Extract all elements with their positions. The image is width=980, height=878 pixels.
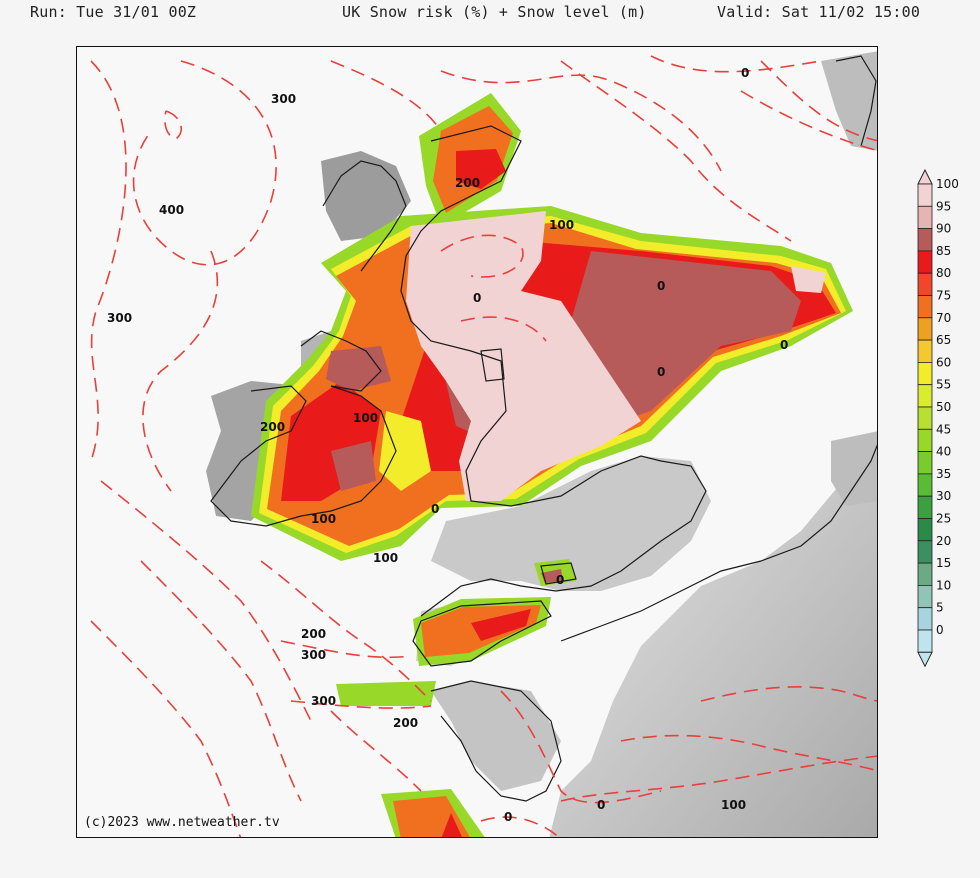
legend-swatch [917, 205, 933, 229]
legend-swatch [917, 451, 933, 475]
legend-swatch [917, 562, 933, 586]
legend-label: 35 [936, 467, 951, 481]
contour-label: 100 [549, 218, 574, 232]
contour-label: 0 [780, 338, 788, 352]
map-frame: 300 400 300 200 100 100 0 100 0 0 0 200 … [76, 46, 878, 838]
legend-swatch [917, 584, 933, 609]
legend-swatch [917, 361, 933, 386]
legend-swatch [917, 540, 933, 564]
legend-label: 30 [936, 489, 951, 503]
run-label: Run: Tue 31/01 00Z [30, 3, 197, 21]
legend-label: 20 [936, 534, 951, 548]
legend-label: 0 [936, 623, 944, 637]
contour-label: 0 [657, 365, 665, 379]
copyright-notice: (c)2023 www.netweather.tv [84, 815, 280, 830]
legend-swatch [917, 495, 933, 519]
contour-label: 0 [597, 798, 605, 812]
legend-label: 75 [936, 289, 951, 303]
legend-label: 45 [936, 422, 951, 436]
legend-label: 5 [936, 601, 944, 615]
legend-label: 95 [936, 199, 951, 213]
chart-title: UK Snow risk (%) + Snow level (m) [342, 3, 647, 21]
valid-time-label: Valid: Sat 11/02 15:00 [717, 3, 921, 21]
legend-label: 70 [936, 311, 951, 325]
contour-label: 400 [159, 203, 184, 217]
snow-risk-shading [251, 93, 853, 837]
legend-label: 15 [936, 556, 951, 570]
contour-label: 0 [556, 573, 564, 587]
contour-label: 0 [657, 279, 665, 293]
contour-label: 300 [271, 92, 296, 106]
contour-label: 0 [504, 810, 512, 824]
snow-level-contours [90, 55, 877, 837]
legend-swatch [917, 339, 933, 363]
contour-label: 300 [107, 311, 132, 325]
contour-label: 300 [311, 694, 336, 708]
contour-label: 200 [301, 627, 326, 641]
legend-label: 25 [936, 512, 951, 526]
contour-label: 300 [301, 648, 326, 662]
legend-swatch [917, 183, 933, 207]
legend-swatch [917, 406, 933, 430]
contour-label: 100 [373, 551, 398, 565]
snow-risk-legend: 1009590858075706560555045403530252015105… [917, 168, 959, 668]
contour-label: 100 [721, 798, 746, 812]
coastlines [210, 55, 877, 802]
legend-swatch [917, 518, 933, 542]
legend-swatch [917, 629, 933, 653]
legend-swatch [917, 607, 933, 631]
legend-swatch [917, 428, 933, 452]
legend-label: 60 [936, 355, 951, 369]
contour-label: 200 [455, 176, 480, 190]
legend-swatch [917, 272, 933, 296]
legend-swatch [917, 295, 933, 319]
legend-label: 50 [936, 400, 951, 414]
legend-arrow-top [917, 168, 933, 185]
legend-swatch [917, 317, 933, 341]
legend-swatch [917, 228, 933, 252]
legend-swatch [917, 384, 933, 408]
legend-label: 10 [936, 578, 951, 592]
legend-label: 40 [936, 445, 951, 459]
legend-label: 55 [936, 378, 951, 392]
contour-label: 100 [311, 512, 336, 526]
contour-labels: 300 400 300 200 100 100 0 100 0 0 0 200 … [107, 66, 788, 824]
contour-label: 100 [353, 411, 378, 425]
contour-label: 0 [473, 291, 481, 305]
contour-label: 0 [431, 502, 439, 516]
legend-arrow-bottom [917, 651, 933, 668]
legend-swatch [917, 250, 933, 274]
legend-label: 85 [936, 244, 951, 258]
legend-label: 100 [936, 177, 959, 191]
legend-label: 90 [936, 222, 951, 236]
contour-label: 200 [393, 716, 418, 730]
legend-label: 65 [936, 333, 951, 347]
contour-label: 200 [260, 420, 285, 434]
legend-swatch [917, 473, 933, 497]
contour-label: 0 [741, 66, 749, 80]
snow-risk-map: 300 400 300 200 100 100 0 100 0 0 0 200 … [90, 51, 877, 837]
legend-label: 80 [936, 266, 951, 280]
